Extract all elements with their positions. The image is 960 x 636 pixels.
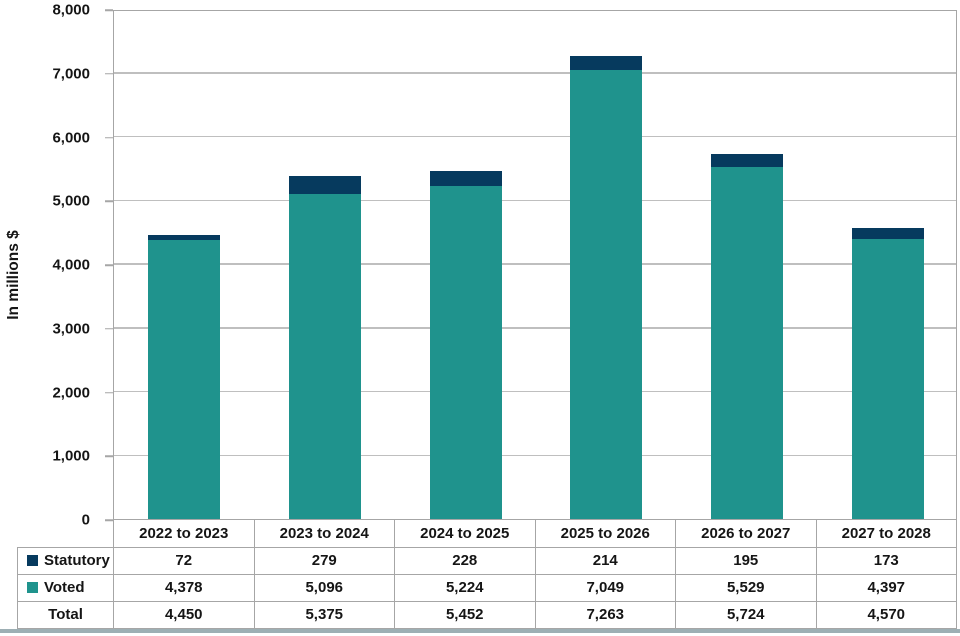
table-row-total: Total 4,450 5,375 5,452 7,263 5,724 4,570	[17, 600, 957, 629]
value-cell: 5,724	[675, 600, 817, 629]
value-cell: 214	[534, 546, 676, 575]
bar-segment-voted	[289, 194, 361, 519]
category-header-cell: 2026 to 2027	[675, 518, 817, 548]
data-table: 2022 to 2023 2023 to 2024 2024 to 2025 2025…	[17, 518, 957, 629]
bar-segment-voted	[711, 166, 783, 519]
value-cell: 5,529	[675, 573, 817, 602]
y-tick-mark	[105, 9, 113, 11]
y-tick-label: 7,000	[52, 65, 90, 83]
bar-segment-voted	[148, 239, 221, 519]
row-label-total: Total	[17, 600, 114, 629]
category-header-cell: 2022 to 2023	[113, 518, 255, 548]
gridline	[114, 327, 956, 329]
category-header-cell: 2027 to 2028	[815, 518, 957, 548]
y-tick-label: 0	[81, 511, 90, 529]
y-tick-label: 8,000	[52, 1, 90, 19]
y-tick-mark	[105, 264, 113, 266]
bar-segment-statutory	[570, 56, 643, 70]
y-tick-label: 2,000	[52, 384, 90, 401]
y-tick-mark	[105, 455, 113, 457]
plot-area	[113, 10, 957, 520]
table-corner-cell	[18, 519, 114, 547]
legend-swatch-voted-icon	[27, 581, 38, 593]
bar-segment-statutory	[429, 171, 502, 186]
y-tick-label: 1,000	[52, 447, 90, 465]
row-label-text: Voted	[44, 578, 85, 596]
y-axis: 0 1,000 2,000 3,000 4,000 5,000 6,000 7,000 8,00…	[0, 2, 113, 529]
y-tick-mark	[105, 519, 113, 521]
bar-segment-statutory	[289, 176, 361, 195]
value-cell: 4,397	[815, 573, 957, 602]
y-tick-mark	[105, 200, 113, 202]
y-tick-mark	[105, 136, 113, 139]
gridline	[114, 390, 956, 393]
table-row-voted: Voted 4,378 5,096 5,224 7,049 5,529 4,397	[17, 573, 957, 602]
bar-segment-statutory	[148, 235, 221, 240]
bar-segment-voted	[851, 238, 924, 519]
bar-segment-voted	[429, 185, 502, 519]
value-cell: 4,378	[113, 573, 255, 602]
y-tick-label: 4,000	[52, 256, 90, 274]
category-header-cell: 2023 to 2024	[253, 518, 395, 548]
gridline	[114, 135, 956, 138]
value-cell: 195	[675, 546, 817, 575]
bar-segment-statutory	[711, 154, 783, 167]
gridline	[114, 454, 956, 456]
value-cell: 5,224	[394, 573, 536, 602]
y-tick-label: 3,000	[52, 320, 90, 338]
value-cell: 5,375	[253, 600, 395, 629]
y-tick-mark	[105, 73, 113, 75]
value-cell: 4,570	[815, 600, 957, 629]
value-cell: 4,450	[113, 600, 255, 629]
value-cell: 72	[113, 546, 255, 575]
y-tick-mark	[105, 391, 113, 394]
value-cell: 7,049	[534, 573, 676, 602]
y-tick-label: 6,000	[52, 129, 90, 146]
row-label-text: Statutory	[44, 551, 110, 569]
value-cell: 5,096	[253, 573, 395, 602]
value-cell: 279	[253, 546, 395, 575]
table-header-row: 2022 to 2023 2023 to 2024 2024 to 2025 2025…	[18, 518, 957, 548]
row-label-voted: Voted	[17, 573, 114, 602]
gridline	[114, 72, 956, 74]
category-header-cell: 2024 to 2025	[394, 518, 536, 548]
value-cell: 7,263	[534, 600, 676, 629]
value-cell: 228	[394, 546, 536, 575]
y-tick-label: 5,000	[52, 192, 90, 210]
y-tick-mark	[105, 328, 113, 330]
legend-swatch-statutory-icon	[27, 554, 38, 566]
value-cell: 5,452	[394, 600, 536, 629]
category-header-cell: 2025 to 2026	[534, 518, 676, 548]
gridline	[114, 199, 956, 201]
bottom-rule	[0, 629, 960, 633]
table-row-statutory: Statutory 72 279 228 214 195 173	[17, 546, 957, 575]
bar-segment-statutory	[851, 227, 924, 239]
bar-segment-voted	[570, 69, 643, 519]
gridline	[114, 263, 956, 265]
row-label-statutory: Statutory	[17, 546, 114, 575]
value-cell: 173	[815, 546, 957, 575]
